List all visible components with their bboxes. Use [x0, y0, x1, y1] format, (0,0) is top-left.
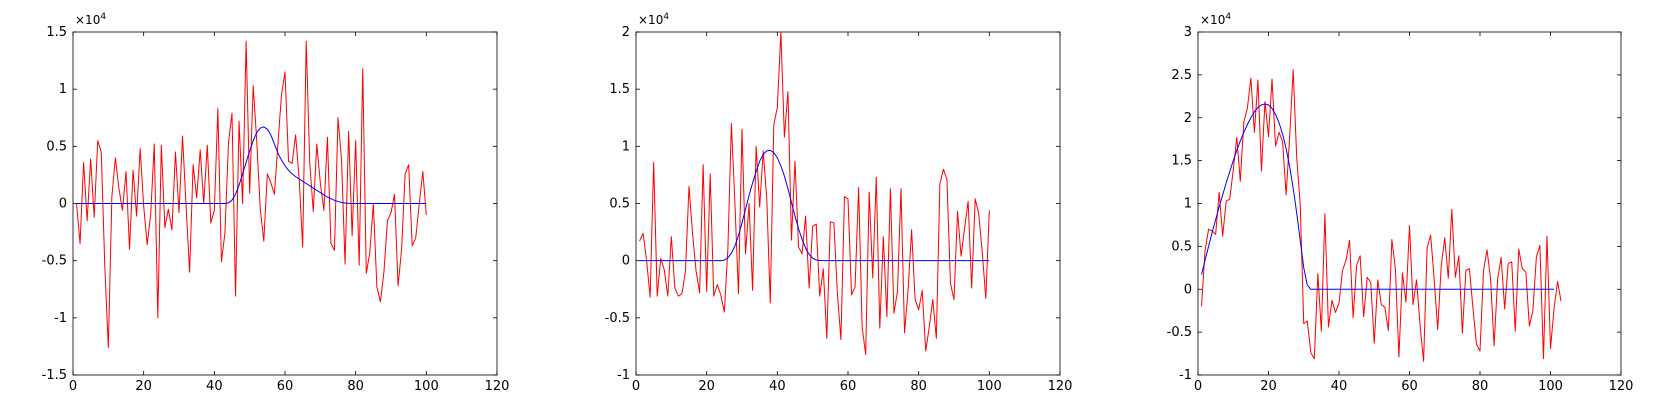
chart-panel-2: 0 20 40 60 80 100 120 -1 -0.5 0 0.5 1 1.5 2 ×104 — [605, 12, 1073, 394]
y-tick-label: -0.5 — [1167, 325, 1192, 340]
y-tick-label: 2 — [1184, 111, 1192, 126]
y-multiplier-label: ×104 — [75, 12, 106, 27]
x-tick-label: 100 — [977, 379, 1002, 394]
x-tick-label: 120 — [485, 379, 510, 394]
y-tick-label: 2 — [622, 25, 630, 40]
x-tick-label: 0 — [69, 379, 77, 394]
x-tick-label: 40 — [1331, 379, 1348, 394]
fitted-curve-line — [76, 126, 427, 204]
y-multiplier-exponent: 4 — [100, 12, 106, 22]
x-tick-label: 20 — [135, 379, 152, 394]
y-multiplier-base: ×10 — [1200, 13, 1225, 27]
y-multiplier-label: ×104 — [1200, 12, 1231, 27]
y-tick-label: -1 — [617, 368, 630, 383]
y-tick-label: 2.5 — [1171, 68, 1192, 83]
noisy-signal-line — [639, 31, 990, 355]
chart-panel-1: 0 20 40 60 80 100 120 -1.5 -1 -0.5 0 0.5 1 1.5 ×104 — [42, 12, 510, 394]
y-tick-label: 0 — [1184, 282, 1192, 297]
y-tick-label: 1.5 — [46, 25, 67, 40]
y-tick-label: -0.5 — [605, 311, 630, 326]
y-tick-label: 1 — [622, 139, 630, 154]
x-tick-label: 20 — [1260, 379, 1277, 394]
y-tick-label: 0.5 — [46, 139, 67, 154]
y-tick-label: 1.5 — [609, 82, 630, 97]
y-tick-label: 1 — [1184, 197, 1192, 212]
x-tick-label: 100 — [414, 379, 439, 394]
y-tick-label: 0 — [622, 254, 630, 269]
y-multiplier-base: ×10 — [638, 13, 663, 27]
x-tick-label: 120 — [1048, 379, 1073, 394]
x-tick-label: 40 — [769, 379, 786, 394]
y-tick-label: -1 — [1179, 368, 1192, 383]
y-tick-label: 1 — [59, 82, 67, 97]
x-tick-label: 0 — [1194, 379, 1202, 394]
x-tick-label: 60 — [840, 379, 857, 394]
noisy-signal-line — [76, 40, 427, 349]
axes-box — [1197, 31, 1622, 376]
x-tick-label: 20 — [698, 379, 715, 394]
y-multiplier-exponent: 4 — [1225, 12, 1231, 22]
x-tick-label: 40 — [206, 379, 223, 394]
y-tick-label: 0.5 — [1171, 239, 1192, 254]
y-tick-label: 3 — [1184, 25, 1192, 40]
y-multiplier-label: ×104 — [638, 12, 669, 27]
y-tick-label: -1.5 — [42, 368, 67, 383]
y-tick-label: 1.5 — [1171, 154, 1192, 169]
y-tick-label: -1 — [54, 311, 67, 326]
y-tick-label: 0 — [59, 197, 67, 212]
y-multiplier-exponent: 4 — [663, 12, 669, 22]
x-tick-label: 60 — [1401, 379, 1418, 394]
y-multiplier-base: ×10 — [75, 13, 100, 27]
y-tick-label: 0.5 — [609, 197, 630, 212]
x-tick-label: 100 — [1538, 379, 1563, 394]
y-tick-label: -0.5 — [42, 254, 67, 269]
fitted-curve-line — [1201, 103, 1555, 290]
x-tick-label: 80 — [1472, 379, 1489, 394]
noisy-signal-line — [1201, 69, 1562, 362]
x-tick-label: 60 — [277, 379, 294, 394]
x-tick-label: 80 — [910, 379, 927, 394]
x-tick-label: 0 — [632, 379, 640, 394]
x-tick-label: 80 — [347, 379, 364, 394]
x-tick-label: 120 — [1609, 379, 1634, 394]
chart-panel-3: 0 20 40 60 80 100 120 -1 -0.5 0 0.5 1 1.5 2 2.5 3 ×104 — [1167, 12, 1634, 394]
fitted-curve-line — [639, 149, 990, 262]
